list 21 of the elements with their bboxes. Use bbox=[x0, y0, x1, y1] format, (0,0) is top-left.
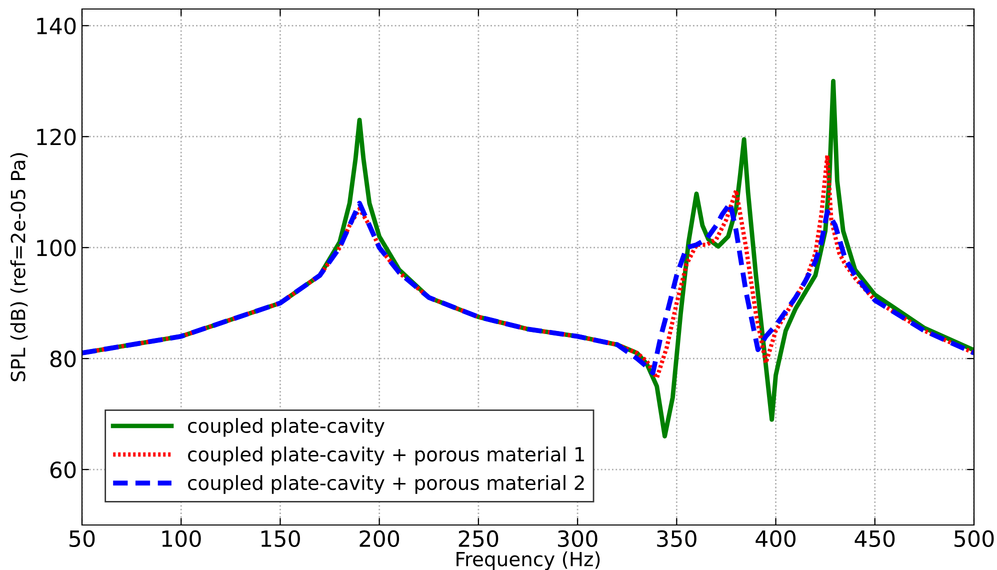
line-series bbox=[82, 200, 974, 376]
legend-label: coupled plate-cavity + porous material 1 bbox=[188, 446, 584, 466]
x-tick-label: 100 bbox=[162, 530, 201, 548]
y-tick-label: 60 bbox=[50, 461, 76, 478]
x-tick-label: 50 bbox=[70, 530, 95, 548]
y-tick-label: 80 bbox=[50, 350, 76, 368]
y-tick-label: 120 bbox=[37, 128, 76, 146]
legend-label: coupled plate-cavity bbox=[188, 418, 384, 437]
x-tick-label: 150 bbox=[261, 530, 300, 548]
x-tick-label: 500 bbox=[954, 530, 994, 548]
y-tick-label: 140 bbox=[37, 18, 76, 34]
y-tick-label: 100 bbox=[37, 240, 76, 256]
x-tick-label: 300 bbox=[558, 530, 598, 548]
x-tick-label: 450 bbox=[854, 530, 895, 548]
x-tick-label: 350 bbox=[657, 530, 696, 548]
x-tick-label: 200 bbox=[360, 530, 400, 548]
legend-label: coupled plate-cavity + porous material 2 bbox=[188, 475, 584, 494]
x-tick-label: 250 bbox=[458, 530, 498, 548]
y-axis-title: SPL (dB) (ref=2e-05 Pa) bbox=[10, 153, 28, 382]
x-axis-title: Frequency (Hz) bbox=[456, 551, 600, 570]
x-tick-label: 400 bbox=[756, 530, 796, 548]
